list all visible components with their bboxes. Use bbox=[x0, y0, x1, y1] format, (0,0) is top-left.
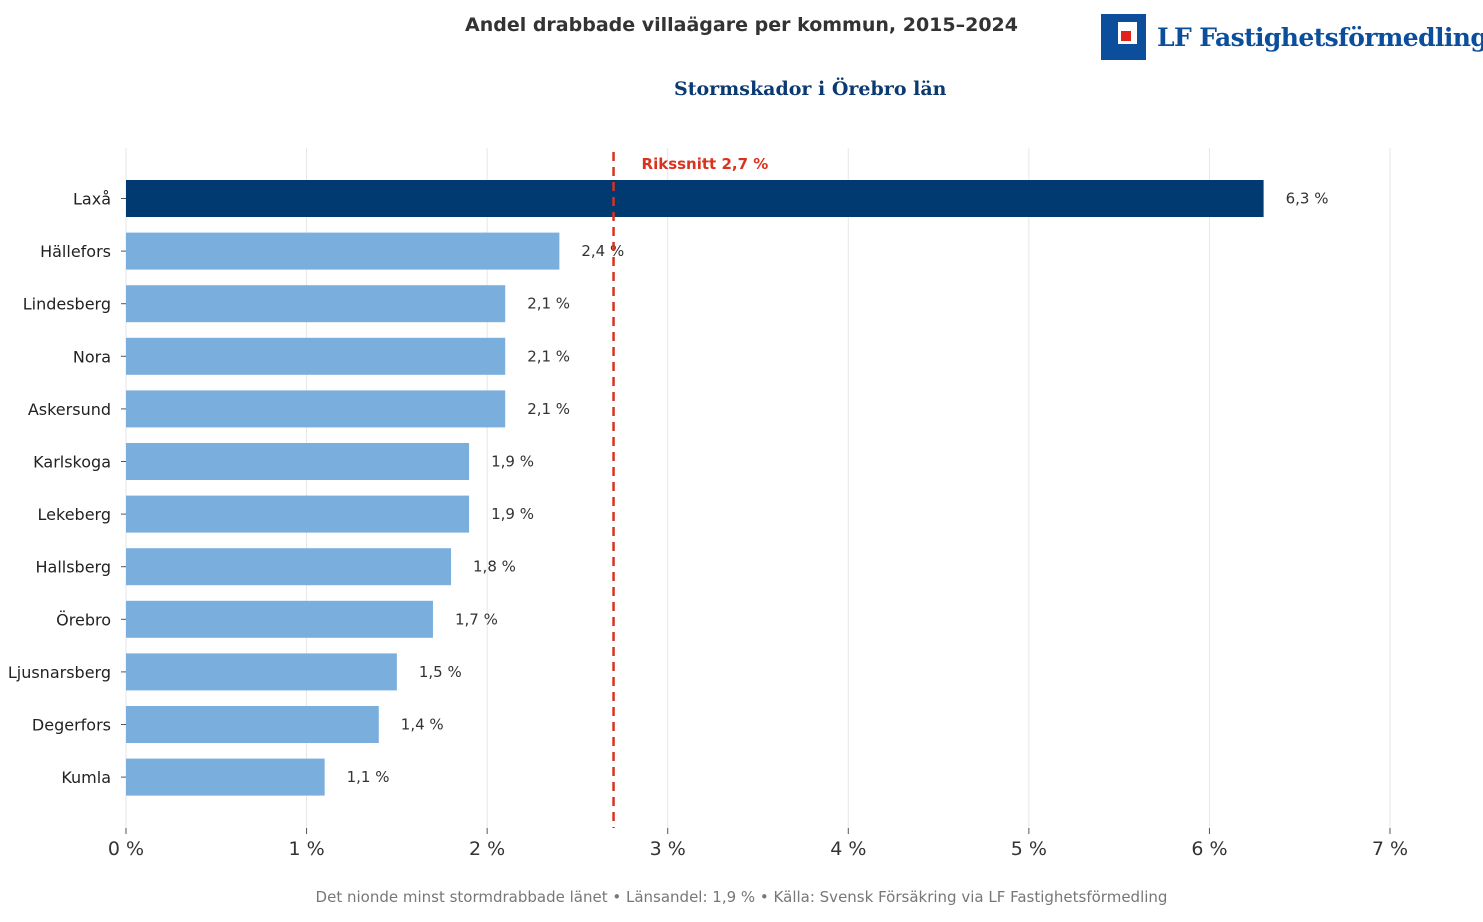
value-label: 1,9 % bbox=[491, 505, 534, 523]
category-label: Karlskoga bbox=[33, 453, 111, 472]
x-tick-label: 0 % bbox=[108, 838, 144, 860]
category-label: Laxå bbox=[73, 190, 111, 209]
bar bbox=[126, 443, 470, 480]
bar bbox=[126, 285, 506, 323]
value-label: 2,1 % bbox=[527, 347, 570, 365]
bar bbox=[126, 337, 506, 375]
category-label: Degerfors bbox=[32, 716, 111, 735]
bar bbox=[126, 390, 506, 428]
x-tick-label: 1 % bbox=[288, 838, 324, 860]
category-label: Örebro bbox=[56, 610, 111, 629]
category-label: Lindesberg bbox=[23, 295, 111, 314]
chart-footer: Det nionde minst stormdrabbade länet • L… bbox=[315, 888, 1168, 906]
bar bbox=[126, 758, 325, 796]
category-label: Hallsberg bbox=[35, 558, 111, 577]
x-tick-label: 6 % bbox=[1191, 838, 1227, 860]
value-label: 1,9 % bbox=[491, 453, 534, 471]
chart-subtitle: Stormskador i Örebro län bbox=[674, 78, 947, 100]
value-label: 1,7 % bbox=[455, 610, 498, 628]
bar bbox=[126, 706, 379, 743]
category-label: Ljusnarsberg bbox=[8, 663, 111, 682]
value-label: 1,1 % bbox=[347, 768, 390, 786]
category-label: Askersund bbox=[28, 400, 111, 419]
value-label: 1,8 % bbox=[473, 558, 516, 576]
brand-name: LF Fastighetsförmedling bbox=[1157, 22, 1483, 52]
category-label: Lekeberg bbox=[38, 505, 111, 524]
lf-logo-icon bbox=[1101, 14, 1146, 60]
bar bbox=[126, 548, 452, 586]
chart-title: Andel drabbade villaägare per kommun, 20… bbox=[464, 14, 1018, 36]
value-label: 1,5 % bbox=[419, 663, 462, 681]
x-tick-label: 5 % bbox=[1011, 838, 1047, 860]
x-tick-label: 4 % bbox=[830, 838, 866, 860]
brand-logo: LF Fastighetsförmedling bbox=[1101, 14, 1483, 60]
value-label: 2,1 % bbox=[527, 400, 570, 418]
value-label: 2,1 % bbox=[527, 295, 570, 313]
category-label: Kumla bbox=[61, 768, 111, 787]
category-label: Hällefors bbox=[40, 242, 111, 261]
bar bbox=[126, 232, 560, 270]
bar bbox=[126, 600, 433, 638]
x-tick-label: 2 % bbox=[469, 838, 505, 860]
x-tick-label: 7 % bbox=[1372, 838, 1408, 860]
category-label: Nora bbox=[73, 347, 111, 366]
x-tick-label: 3 % bbox=[650, 838, 686, 860]
value-label: 6,3 % bbox=[1286, 190, 1329, 208]
value-label: 1,4 % bbox=[401, 716, 444, 734]
bar bbox=[126, 653, 397, 691]
reference-label: Rikssnitt 2,7 % bbox=[642, 155, 769, 173]
value-label: 2,4 % bbox=[581, 242, 624, 260]
bar bbox=[126, 495, 470, 533]
bar bbox=[126, 180, 1264, 217]
